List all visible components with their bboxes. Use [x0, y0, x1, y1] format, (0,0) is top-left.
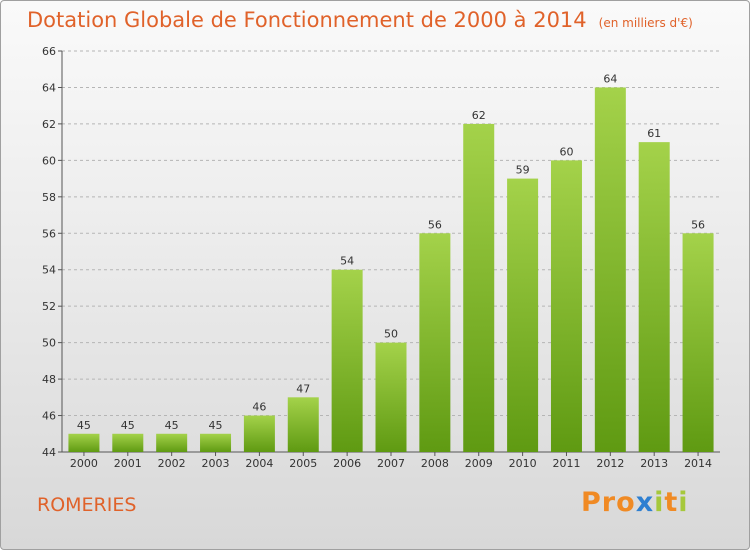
- data-label: 60: [559, 145, 573, 158]
- x-tick-label: 2008: [421, 457, 449, 470]
- bar: [375, 342, 407, 452]
- y-tick-label: 54: [42, 264, 56, 277]
- data-label: 45: [209, 419, 223, 432]
- title-unit: (en milliers d'€): [598, 16, 693, 30]
- bar: [243, 415, 275, 452]
- bar: [507, 178, 539, 452]
- x-tick-label: 2011: [552, 457, 580, 470]
- x-tick-label: 2003: [202, 457, 230, 470]
- bar: [331, 269, 363, 452]
- data-label: 56: [691, 218, 705, 231]
- bar: [68, 433, 100, 452]
- bars: [68, 87, 714, 453]
- proxiti-logo: Proxiti: [581, 487, 689, 518]
- x-tick-label: 2006: [333, 457, 361, 470]
- bar: [594, 87, 626, 453]
- x-tick-label: 2002: [158, 457, 186, 470]
- bar: [682, 233, 714, 452]
- commune-name: ROMERIES: [37, 494, 137, 516]
- x-tick-label: 2001: [114, 457, 142, 470]
- x-tick-label: 2007: [377, 457, 405, 470]
- bar: [638, 142, 670, 453]
- data-label: 47: [296, 382, 310, 395]
- bar: [463, 123, 495, 452]
- x-tick-label: 2004: [245, 457, 273, 470]
- data-label: 59: [516, 164, 530, 177]
- data-label: 56: [428, 218, 442, 231]
- data-label: 64: [603, 72, 617, 85]
- y-tick-label: 50: [42, 337, 56, 350]
- data-label: 46: [252, 401, 266, 414]
- x-tick-label: 2013: [640, 457, 668, 470]
- bar: [550, 160, 582, 452]
- bar: [287, 397, 319, 452]
- bar: [419, 233, 451, 452]
- y-tick-label: 58: [42, 191, 56, 204]
- data-label: 45: [77, 419, 91, 432]
- data-label: 45: [165, 419, 179, 432]
- y-tick-label: 60: [42, 154, 56, 167]
- y-tick-label: 56: [42, 227, 56, 240]
- y-tick-label: 66: [42, 45, 56, 58]
- y-tick-label: 46: [42, 410, 56, 423]
- bar: [156, 433, 188, 452]
- x-tick-label: 2010: [509, 457, 537, 470]
- x-tick-label: 2014: [684, 457, 712, 470]
- x-tick-label: 2012: [596, 457, 624, 470]
- axes: 44 46 48 50 52 54 56 58 60 62 64 66 2000 2001 2002 2003…: [42, 45, 720, 470]
- data-label: 61: [647, 127, 661, 140]
- title-text: Dotation Globale de Fonctionnement de 20…: [27, 8, 587, 32]
- data-label: 54: [340, 255, 354, 268]
- data-labels: 45 45 45 45 46 47 54 50 56 62 59 60 64 61 56: [77, 72, 705, 431]
- bar: [200, 433, 232, 452]
- y-tick-label: 44: [42, 446, 56, 459]
- y-tick-label: 48: [42, 373, 56, 386]
- x-tick-label: 2005: [289, 457, 317, 470]
- y-tick-label: 64: [42, 81, 56, 94]
- y-tick-label: 62: [42, 118, 56, 131]
- bar: [112, 433, 144, 452]
- data-label: 50: [384, 328, 398, 341]
- chart-title: Dotation Globale de Fonctionnement de 20…: [27, 8, 693, 32]
- y-tick-label: 52: [42, 300, 56, 313]
- x-tick-label: 2009: [465, 457, 493, 470]
- data-label: 62: [472, 109, 486, 122]
- x-tick-label: 2000: [70, 457, 98, 470]
- data-label: 45: [121, 419, 135, 432]
